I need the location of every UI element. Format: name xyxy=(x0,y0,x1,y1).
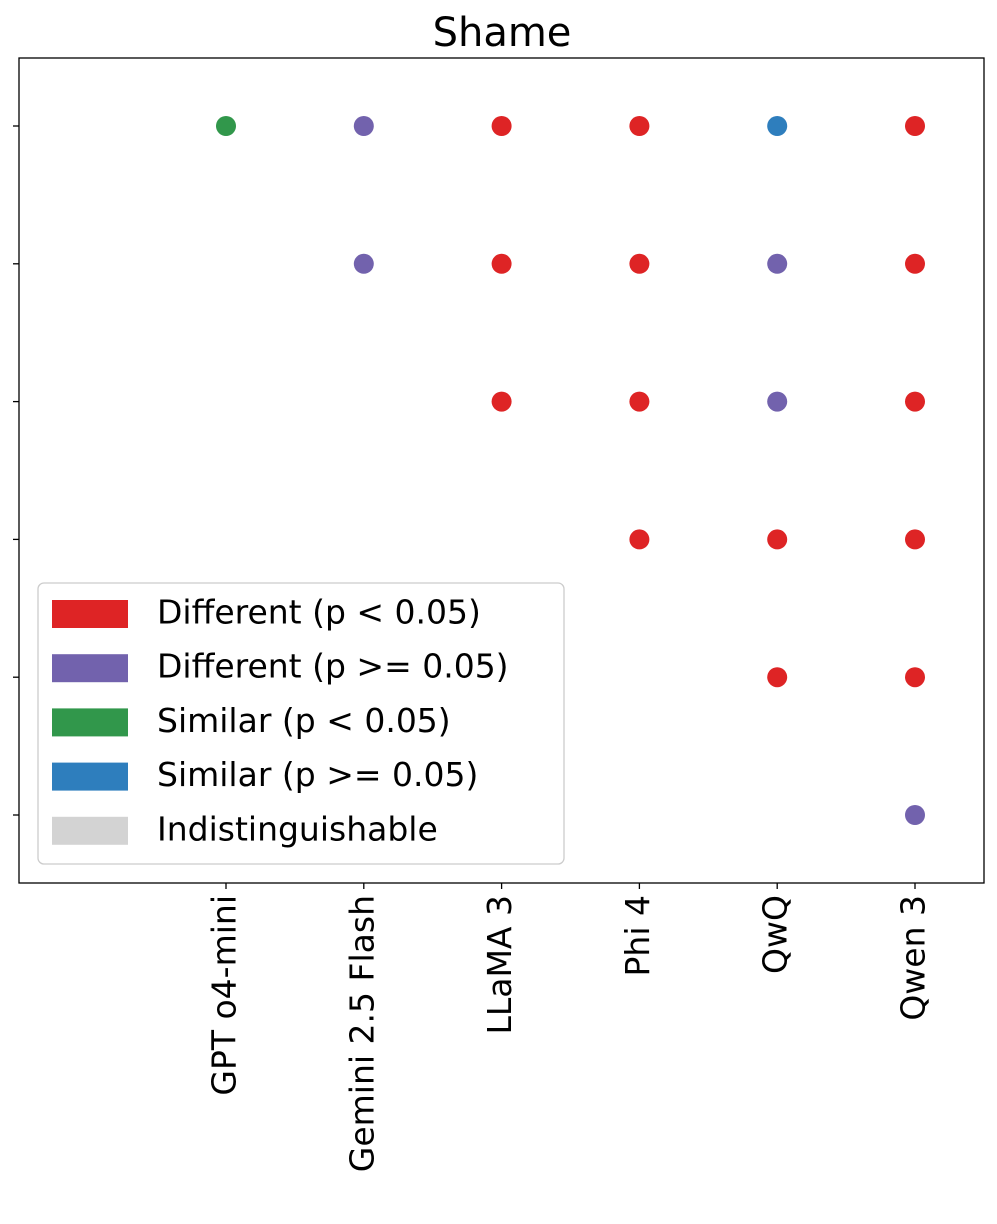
data-points xyxy=(216,116,925,825)
data-point xyxy=(491,253,512,274)
legend-label: Different (p >= 0.05) xyxy=(157,647,509,686)
data-point xyxy=(767,116,788,136)
legend-swatch xyxy=(52,762,128,791)
data-point xyxy=(629,253,650,274)
data-point xyxy=(767,253,788,274)
data-point xyxy=(629,529,650,550)
legend-swatch xyxy=(52,600,128,628)
data-point xyxy=(491,116,512,136)
legend-label: Different (p < 0.05) xyxy=(157,593,481,632)
data-point xyxy=(767,529,788,550)
data-point xyxy=(491,391,512,412)
data-point xyxy=(767,391,788,412)
legend-swatch xyxy=(52,816,128,845)
x-tick-label: GPT o4-mini xyxy=(205,895,244,1096)
x-tick-label: Qwen 3 xyxy=(894,895,933,1021)
y-axis-ticks xyxy=(13,125,19,816)
x-tick-label: Gemini 2.5 Flash xyxy=(342,895,381,1172)
legend: Different (p < 0.05) Different (p >= 0.05… xyxy=(37,582,565,865)
legend-label: Similar (p >= 0.05) xyxy=(157,755,478,794)
legend-swatch xyxy=(52,654,128,683)
data-point xyxy=(353,253,374,274)
data-point xyxy=(905,805,925,825)
chart-title: Shame xyxy=(433,10,572,56)
legend-label: Similar (p < 0.05) xyxy=(157,701,451,740)
x-tick-label: LLaMA 3 xyxy=(480,895,519,1035)
data-point xyxy=(905,529,925,550)
data-point xyxy=(629,391,650,412)
data-point xyxy=(767,667,788,688)
legend-swatch xyxy=(52,708,128,737)
legend-box xyxy=(37,582,565,865)
legend-label: Indistinguishable xyxy=(157,809,438,848)
legend-items: Different (p < 0.05) Different (p >= 0.05… xyxy=(52,593,509,848)
data-point xyxy=(905,253,925,274)
data-point xyxy=(905,116,925,136)
data-point xyxy=(905,667,925,688)
data-point xyxy=(629,116,650,136)
x-tick-label: Phi 4 xyxy=(618,895,657,976)
x-tick-label: QwQ xyxy=(756,895,795,974)
data-point xyxy=(353,116,374,136)
data-point xyxy=(216,116,236,136)
data-point xyxy=(905,391,925,412)
x-axis-labels: GPT o4-mini Gemini 2.5 Flash LLaMA 3 Phi 4 Q… xyxy=(205,895,933,1172)
x-axis-ticks xyxy=(225,883,916,889)
